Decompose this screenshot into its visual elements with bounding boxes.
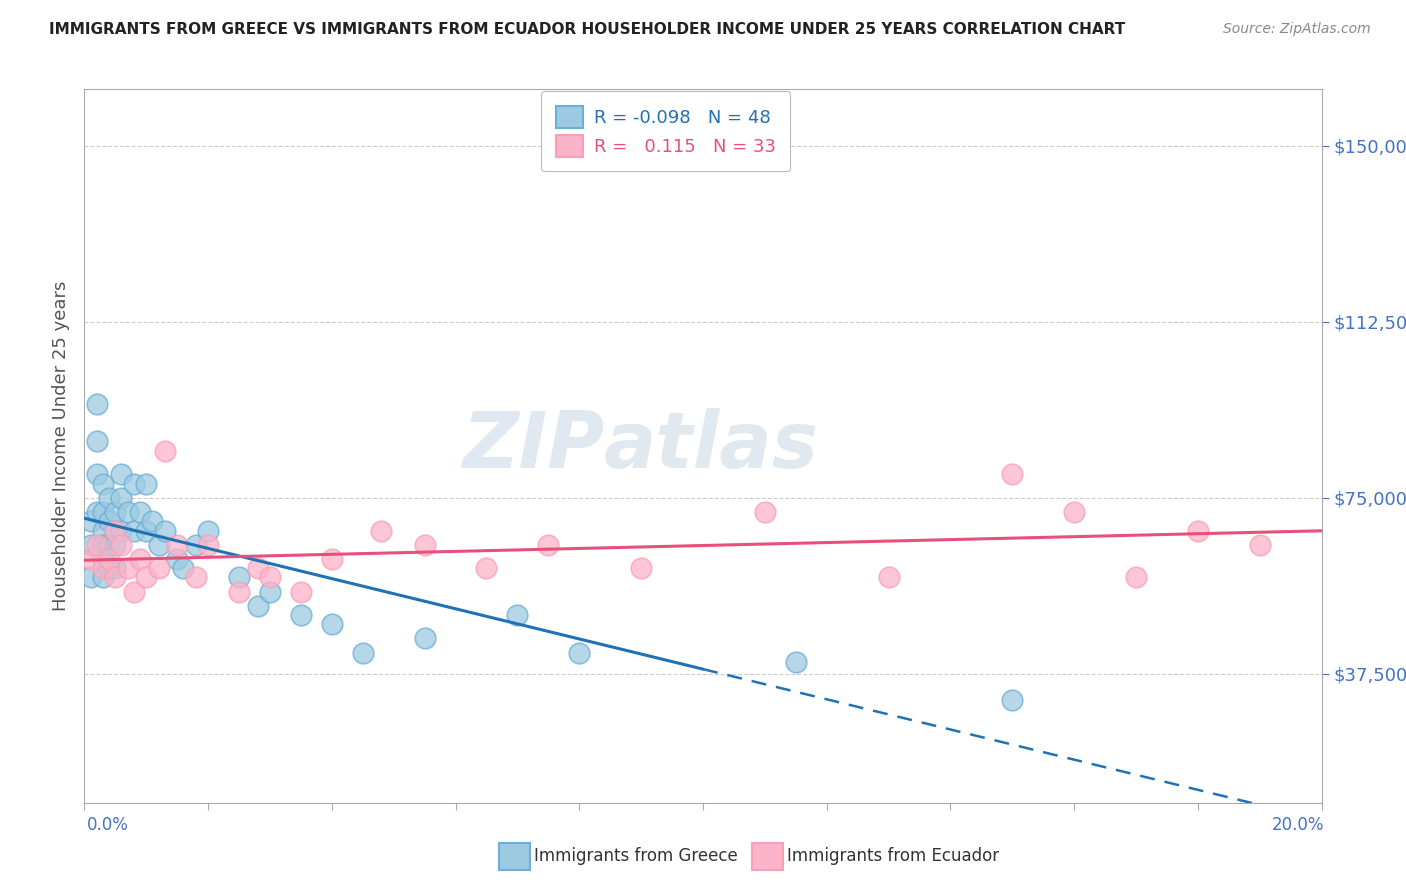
- Point: [98, 561, 121, 575]
- Point: [129, 505, 152, 519]
- Point: [104, 561, 127, 575]
- Point: [1001, 692, 1024, 706]
- Point: [86, 434, 108, 449]
- Point: [79, 551, 101, 566]
- Text: ZIP: ZIP: [461, 408, 605, 484]
- Text: 0.0%: 0.0%: [87, 816, 129, 834]
- Point: [110, 538, 132, 552]
- Point: [568, 646, 591, 660]
- Text: atlas: atlas: [605, 408, 820, 484]
- Point: [172, 561, 194, 575]
- Point: [413, 538, 436, 552]
- Text: Source: ZipAtlas.com: Source: ZipAtlas.com: [1223, 22, 1371, 37]
- Point: [86, 467, 108, 482]
- Point: [1249, 538, 1271, 552]
- Point: [91, 476, 114, 491]
- Text: 20.0%: 20.0%: [1272, 816, 1324, 834]
- Point: [1001, 467, 1024, 482]
- Point: [1125, 570, 1147, 584]
- Point: [135, 570, 157, 584]
- Point: [98, 514, 121, 528]
- Point: [148, 561, 170, 575]
- Point: [228, 584, 250, 599]
- Point: [148, 538, 170, 552]
- Point: [110, 524, 132, 538]
- Point: [135, 524, 157, 538]
- Point: [197, 538, 219, 552]
- Point: [104, 570, 127, 584]
- Point: [98, 538, 121, 552]
- Point: [98, 551, 121, 566]
- Legend: R = -0.098   N = 48, R =   0.115   N = 33: R = -0.098 N = 48, R = 0.115 N = 33: [541, 91, 790, 171]
- Point: [153, 443, 176, 458]
- Point: [370, 524, 392, 538]
- Point: [184, 570, 207, 584]
- Point: [506, 607, 529, 622]
- Point: [321, 551, 343, 566]
- Point: [321, 617, 343, 632]
- Point: [104, 524, 127, 538]
- Point: [630, 561, 652, 575]
- Point: [91, 551, 114, 566]
- Point: [117, 561, 139, 575]
- Point: [246, 561, 269, 575]
- Point: [79, 570, 101, 584]
- Point: [86, 397, 108, 411]
- Point: [122, 476, 145, 491]
- Point: [166, 551, 188, 566]
- Text: IMMIGRANTS FROM GREECE VS IMMIGRANTS FROM ECUADOR HOUSEHOLDER INCOME UNDER 25 YE: IMMIGRANTS FROM GREECE VS IMMIGRANTS FRO…: [49, 22, 1125, 37]
- Point: [246, 599, 269, 613]
- Point: [129, 551, 152, 566]
- Point: [475, 561, 498, 575]
- Point: [79, 538, 101, 552]
- Point: [122, 524, 145, 538]
- Point: [104, 505, 127, 519]
- Point: [86, 538, 108, 552]
- Y-axis label: Householder Income Under 25 years: Householder Income Under 25 years: [52, 281, 70, 611]
- Point: [413, 632, 436, 646]
- Point: [117, 505, 139, 519]
- Point: [153, 524, 176, 538]
- Point: [1063, 505, 1085, 519]
- Point: [86, 505, 108, 519]
- Point: [79, 514, 101, 528]
- Point: [184, 538, 207, 552]
- Point: [98, 491, 121, 505]
- Point: [197, 524, 219, 538]
- Point: [228, 570, 250, 584]
- Point: [1187, 524, 1209, 538]
- Point: [122, 584, 145, 599]
- Point: [110, 491, 132, 505]
- Point: [104, 524, 127, 538]
- Point: [785, 655, 807, 669]
- Point: [754, 505, 776, 519]
- Point: [110, 467, 132, 482]
- Point: [537, 538, 560, 552]
- Point: [290, 584, 312, 599]
- Point: [91, 505, 114, 519]
- Point: [104, 538, 127, 552]
- Point: [877, 570, 900, 584]
- Point: [135, 476, 157, 491]
- Point: [259, 570, 281, 584]
- Point: [141, 514, 163, 528]
- Point: [91, 524, 114, 538]
- Point: [91, 538, 114, 552]
- Point: [166, 538, 188, 552]
- Point: [259, 584, 281, 599]
- Text: Immigrants from Greece: Immigrants from Greece: [534, 847, 738, 865]
- Point: [352, 646, 374, 660]
- Text: Immigrants from Ecuador: Immigrants from Ecuador: [787, 847, 1000, 865]
- Point: [91, 570, 114, 584]
- Point: [91, 561, 114, 575]
- Point: [290, 607, 312, 622]
